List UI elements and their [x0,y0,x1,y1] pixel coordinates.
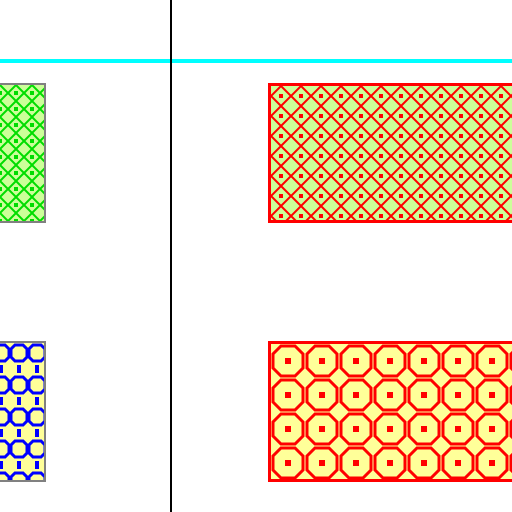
green-diamond-pattern-tile [0,83,46,223]
blue-octagon-pattern-tile [0,341,46,482]
red-diamond-pattern [271,86,512,220]
red-octagon-pattern [271,344,512,479]
green-diamond-pattern [0,85,44,221]
blue-octagon-pattern [0,343,44,480]
red-diamond-pattern-tile [268,83,512,223]
vertical-guide-line [170,0,172,512]
red-octagon-pattern-tile [268,341,512,482]
horizontal-guide-line [0,59,512,63]
